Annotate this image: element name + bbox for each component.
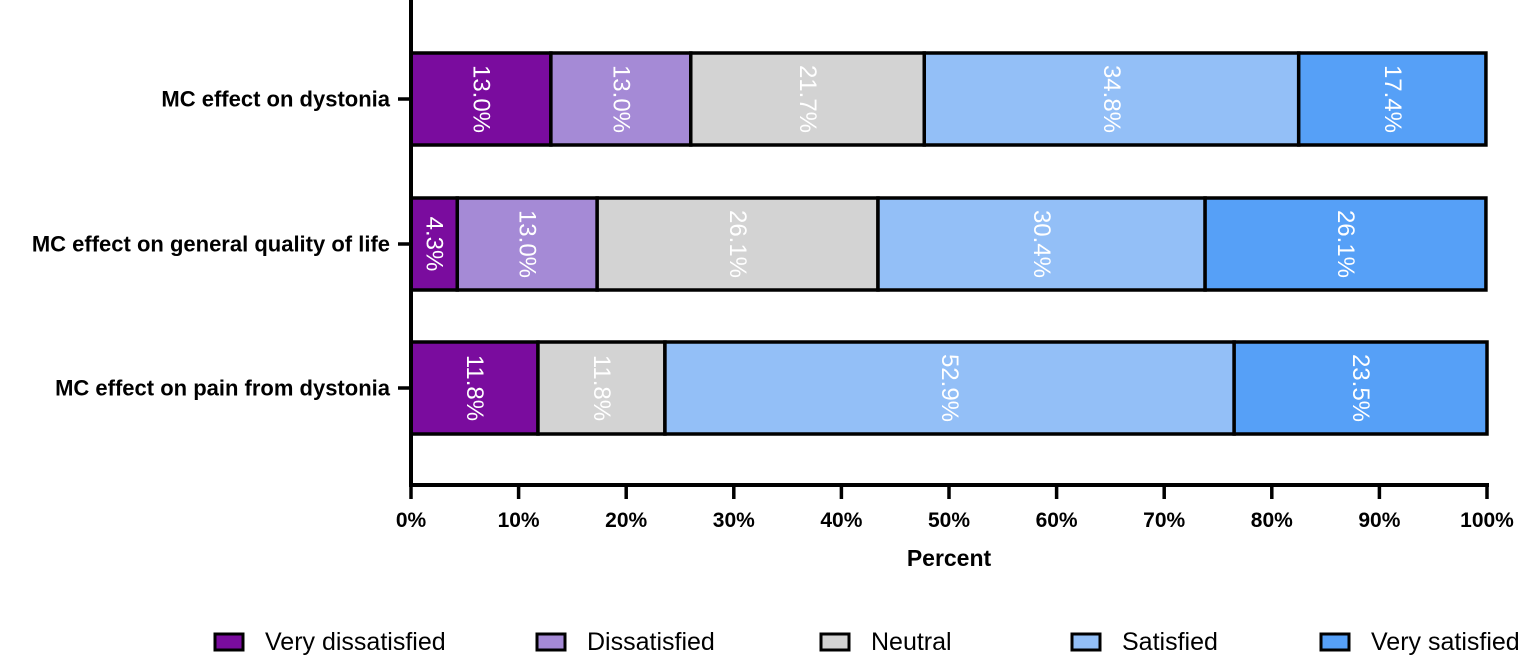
legend-label: Satisfied — [1122, 628, 1218, 656]
bar-data-label: 17.4% — [1379, 65, 1406, 133]
bar-data-label: 26.1% — [724, 210, 751, 278]
category-labels: MC effect on dystonia MC effect on genera… — [32, 87, 411, 401]
bar-data-label: 4.3% — [421, 217, 448, 272]
x-tick-label: 50% — [928, 509, 970, 532]
legend-label: Dissatisfied — [587, 628, 715, 656]
bar-segment — [876, 196, 1207, 292]
bar-data-label: 34.8% — [1098, 65, 1125, 133]
x-tick-label: 80% — [1251, 509, 1293, 532]
legend-swatch — [1070, 632, 1102, 652]
legend-label: Very satisfied — [1371, 628, 1520, 656]
x-axis-title: Percent — [907, 545, 992, 571]
bar-segment — [1203, 196, 1488, 292]
bars-layer: 13.0% 13.0% 21.7% 34.8% 17.4% 4.3% 13.0% 26.1% 3… — [409, 51, 1489, 436]
x-tick-label: 0% — [396, 509, 427, 532]
bar-data-label: 23.5% — [1347, 354, 1374, 422]
bar-segment — [663, 340, 1236, 436]
x-tick-label: 20% — [605, 509, 647, 532]
bar-segment — [1296, 51, 1488, 147]
x-tick-label: 70% — [1143, 509, 1185, 532]
bar-data-label: 21.7% — [794, 65, 821, 133]
bar-data-label: 11.8% — [461, 355, 488, 421]
bar-segment — [455, 196, 599, 292]
bar-segment — [595, 196, 880, 292]
bar-data-label: 11.8% — [588, 355, 615, 421]
category-label: MC effect on pain from dystonia — [55, 376, 391, 401]
bar-segment — [536, 340, 667, 436]
x-tick-label: 40% — [820, 509, 862, 532]
x-tick-label: 90% — [1358, 509, 1400, 532]
legend-swatch — [819, 632, 851, 652]
x-tick-label: 30% — [713, 509, 755, 532]
x-axis-ticks: 0% 10% 20% 30% 40% 50% 60% 70% 80% 90% 100% — [396, 485, 1514, 532]
bar-segment — [1232, 340, 1489, 436]
bar-data-label: 30.4% — [1028, 210, 1055, 278]
legend-swatch — [535, 632, 567, 652]
bar-data-label: 13.0% — [467, 65, 494, 133]
bar-segment — [689, 51, 927, 147]
bar-data-label: 52.9% — [936, 354, 963, 422]
bar-segment — [549, 51, 693, 147]
bar-data-label: 26.1% — [1332, 210, 1359, 278]
x-tick-label: 60% — [1036, 509, 1078, 532]
legend-swatch — [1319, 632, 1351, 652]
bar-data-label: 13.0% — [514, 210, 541, 278]
x-tick-label: 100% — [1460, 509, 1514, 532]
legend-swatch — [213, 632, 245, 652]
category-label: MC effect on dystonia — [161, 87, 390, 112]
bar-data-label: 13.0% — [607, 65, 634, 133]
legend: Very dissatisfied Dissatisfied Neutral Sati… — [213, 628, 1520, 656]
x-tick-label: 10% — [498, 509, 540, 532]
legend-label: Neutral — [871, 628, 952, 656]
legend-label: Very dissatisfied — [265, 628, 446, 656]
category-label: MC effect on general quality of life — [32, 232, 390, 257]
